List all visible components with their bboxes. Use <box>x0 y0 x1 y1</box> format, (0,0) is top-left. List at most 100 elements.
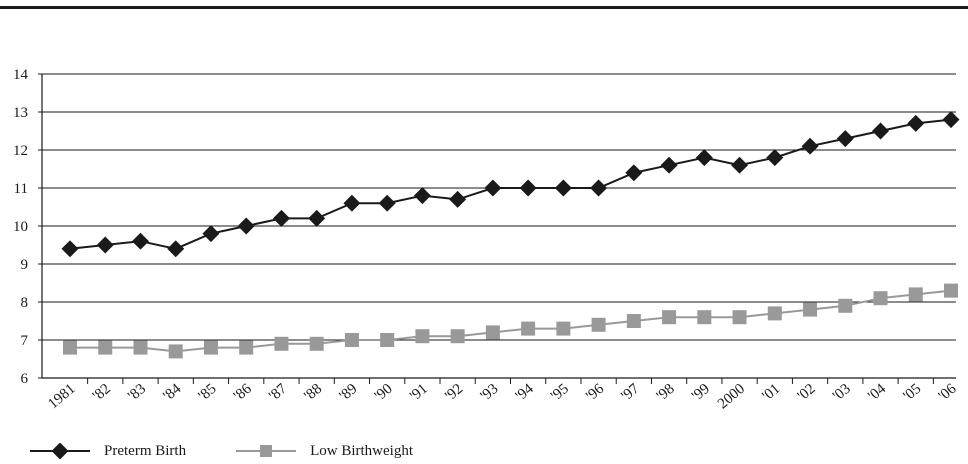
data-point-low-birthweight <box>626 314 641 328</box>
legend-label-low-birthweight: Low Birthweight <box>310 442 413 459</box>
x-tick-label: '95 <box>548 381 572 405</box>
data-point-preterm-birth <box>202 225 220 243</box>
data-point-preterm-birth <box>695 149 713 167</box>
legend-swatch-square <box>236 445 297 457</box>
data-point-low-birthweight <box>168 344 183 359</box>
data-point-low-birthweight <box>873 291 888 306</box>
y-tick-label: 6 <box>21 371 29 387</box>
data-point-preterm-birth <box>378 194 396 212</box>
data-point-low-birthweight <box>591 317 606 332</box>
x-tick-label: 1981 <box>45 381 78 413</box>
y-tick-label: 8 <box>21 295 29 311</box>
data-point-low-birthweight <box>98 340 113 355</box>
data-point-preterm-birth <box>449 190 467 208</box>
data-point-low-birthweight <box>697 310 712 325</box>
y-tick-label: 9 <box>21 257 29 273</box>
data-point-low-birthweight <box>485 325 500 340</box>
x-tick-label: '05 <box>900 381 924 405</box>
legend-swatch-diamond <box>30 443 90 459</box>
x-tick-label: '84 <box>160 380 184 404</box>
y-tick-label: 10 <box>13 219 28 235</box>
x-tick-label: '85 <box>196 381 220 405</box>
y-tick-labels: 6 7 8 9 10 11 12 13 14 <box>13 67 29 387</box>
data-point-preterm-birth <box>836 130 854 148</box>
x-tick-label: '02 <box>795 381 819 405</box>
data-point-low-birthweight <box>274 336 289 351</box>
data-point-low-birthweight <box>803 302 818 317</box>
data-point-preterm-birth <box>237 217 255 235</box>
x-tick-label: '83 <box>125 381 149 405</box>
data-point-low-birthweight <box>908 287 923 302</box>
x-tick-label: '89 <box>337 381 361 405</box>
line-chart: 6 7 8 9 10 11 12 13 14 1981 '82 '83 '84 '85 '86 '87 '88… <box>13 67 960 412</box>
y-tick-label: 11 <box>14 181 28 197</box>
data-point-low-birthweight <box>767 306 782 321</box>
x-tick-label: '82 <box>90 381 114 405</box>
series-line-low-birthweight <box>70 289 952 353</box>
data-point-preterm-birth <box>731 156 749 174</box>
data-point-preterm-birth <box>413 187 431 205</box>
data-point-low-birthweight <box>450 329 465 344</box>
data-point-preterm-birth <box>131 232 149 250</box>
x-tick-label: '93 <box>478 381 502 405</box>
data-point-preterm-birth <box>61 240 79 258</box>
y-tick-label: 12 <box>13 143 28 159</box>
y-tick-label: 13 <box>13 105 28 121</box>
axes <box>38 73 956 384</box>
data-point-low-birthweight <box>732 310 747 325</box>
x-tick-label: '91 <box>407 381 431 405</box>
x-tick-label: '88 <box>301 381 325 405</box>
legend-label-preterm-birth: Preterm Birth <box>104 442 187 459</box>
data-point-low-birthweight <box>944 283 958 298</box>
data-point-preterm-birth <box>872 122 890 140</box>
x-tick-label: '06 <box>936 380 960 404</box>
data-point-low-birthweight <box>838 298 853 313</box>
data-point-preterm-birth <box>96 236 114 254</box>
data-point-low-birthweight <box>239 340 254 355</box>
x-tick-label: '99 <box>689 381 713 405</box>
data-point-low-birthweight <box>309 336 324 351</box>
x-tick-label: '01 <box>760 381 784 405</box>
data-point-preterm-birth <box>484 179 502 197</box>
series <box>61 111 960 359</box>
data-point-preterm-birth <box>272 209 290 227</box>
legend-item-preterm-birth: Preterm Birth <box>30 443 186 460</box>
x-tick-label: '90 <box>372 381 396 405</box>
x-tick-label: 2000 <box>715 381 748 413</box>
legend: Preterm Birth Low Birthweight <box>30 440 463 462</box>
data-point-preterm-birth <box>343 194 361 212</box>
data-point-low-birthweight <box>63 340 77 355</box>
data-point-preterm-birth <box>590 179 608 197</box>
x-tick-label: '98 <box>654 381 678 405</box>
x-tick-label: '97 <box>619 380 643 404</box>
x-tick-labels: 1981 '82 '83 '84 '85 '86 '87 '88 '89 '90 '91 '92 '93… <box>45 380 960 412</box>
series-line-preterm-birth <box>69 118 952 250</box>
x-tick-label: '96 <box>583 380 607 404</box>
data-point-low-birthweight <box>203 340 218 355</box>
x-tick-label: '92 <box>442 381 466 405</box>
x-tick-label: '03 <box>830 381 854 405</box>
gridlines <box>42 73 956 341</box>
y-tick-label: 7 <box>21 333 29 349</box>
y-tick-label: 14 <box>13 67 29 83</box>
data-point-preterm-birth <box>519 179 537 197</box>
data-point-low-birthweight <box>556 321 571 336</box>
data-point-preterm-birth <box>167 240 185 258</box>
data-point-low-birthweight <box>415 329 430 344</box>
data-point-low-birthweight <box>521 321 536 336</box>
data-point-low-birthweight <box>344 333 359 347</box>
data-point-preterm-birth <box>308 209 326 227</box>
data-point-low-birthweight <box>133 340 148 355</box>
data-point-preterm-birth <box>801 137 819 155</box>
legend-item-low-birthweight: Low Birthweight <box>236 443 413 460</box>
data-point-preterm-birth <box>554 179 572 197</box>
data-point-preterm-birth <box>942 111 960 129</box>
data-point-low-birthweight <box>380 333 395 347</box>
data-point-preterm-birth <box>660 156 678 174</box>
x-tick-label: '86 <box>231 380 255 404</box>
x-tick-label: '94 <box>513 380 537 404</box>
x-tick-label: '87 <box>266 380 290 404</box>
data-point-preterm-birth <box>907 114 925 132</box>
top-rule <box>0 6 968 9</box>
data-point-preterm-birth <box>766 149 784 167</box>
